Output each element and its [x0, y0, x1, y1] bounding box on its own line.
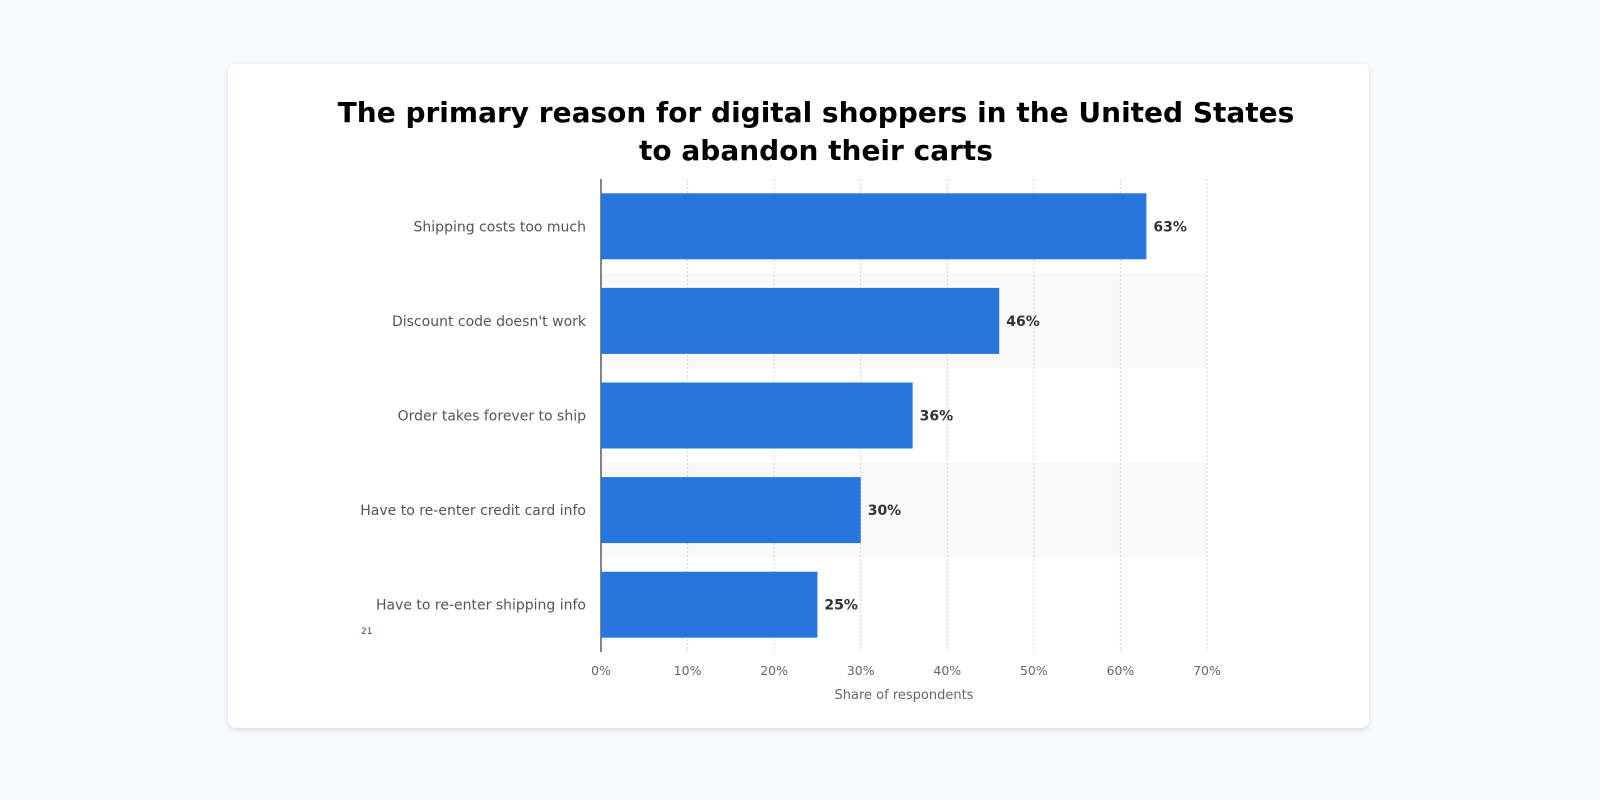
category-label: Shipping costs too much: [414, 219, 586, 235]
data-label: 30%: [868, 503, 902, 519]
category-label: Have to re-enter shipping info: [376, 598, 586, 614]
x-tick-label: 70%: [1193, 663, 1221, 678]
x-tick-label: 10%: [674, 663, 702, 678]
bar[interactable]: [601, 193, 1147, 260]
chart-note: 21: [361, 627, 372, 637]
bar[interactable]: [601, 477, 861, 544]
bar[interactable]: [601, 382, 913, 449]
category-label: Order takes forever to ship: [398, 409, 586, 425]
x-tick-label: 20%: [760, 663, 788, 678]
x-tick-label: 0%: [591, 663, 611, 678]
x-tick-label: 60%: [1107, 663, 1135, 678]
data-label: 46%: [1006, 314, 1040, 330]
bar[interactable]: [601, 287, 1000, 354]
x-tick-label: 50%: [1020, 663, 1048, 678]
x-axis-title: Share of respondents: [835, 688, 974, 703]
bar[interactable]: [601, 571, 818, 638]
x-tick-label: 40%: [933, 663, 961, 678]
category-label: Discount code doesn't work: [392, 314, 587, 330]
chart-title: The primary reason for digital shoppers …: [337, 96, 1295, 167]
category-label: Have to re-enter credit card info: [360, 503, 586, 519]
data-label: 25%: [824, 598, 858, 614]
x-tick-label: 30%: [847, 663, 875, 678]
data-label: 36%: [920, 409, 954, 425]
data-label: 63%: [1153, 219, 1187, 235]
